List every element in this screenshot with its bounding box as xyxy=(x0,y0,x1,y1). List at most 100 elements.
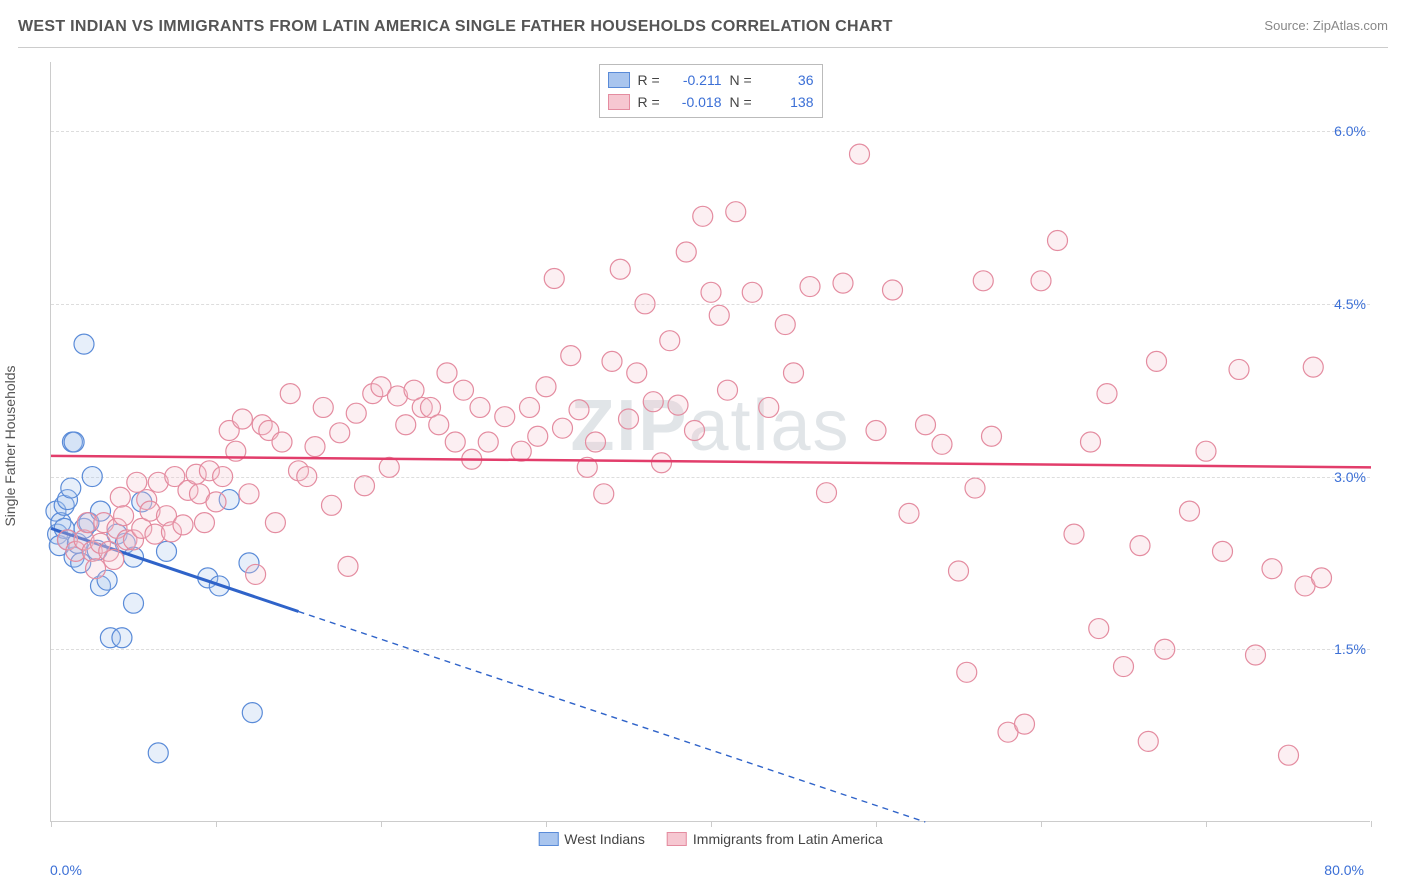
legend-r-value: -0.018 xyxy=(672,94,722,110)
legend-r-value: -0.211 xyxy=(672,72,722,88)
source-link[interactable]: ZipAtlas.com xyxy=(1313,18,1388,33)
scatter-point xyxy=(1312,568,1332,588)
scatter-point xyxy=(660,331,680,351)
scatter-point xyxy=(86,559,106,579)
scatter-point xyxy=(973,271,993,291)
scatter-point xyxy=(74,334,94,354)
scatter-point xyxy=(709,305,729,325)
scatter-point xyxy=(1031,271,1051,291)
x-tick xyxy=(1041,821,1042,827)
scatter-point xyxy=(957,662,977,682)
legend-correlation-row: R = -0.211 N = 36 xyxy=(608,69,814,91)
scatter-point xyxy=(693,206,713,226)
scatter-point xyxy=(561,346,581,366)
scatter-point xyxy=(194,513,214,533)
scatter-point xyxy=(627,363,647,383)
source-prefix: Source: xyxy=(1264,18,1309,33)
scatter-point xyxy=(1303,357,1323,377)
scatter-point xyxy=(437,363,457,383)
scatter-point xyxy=(272,432,292,452)
scatter-point xyxy=(280,384,300,404)
plot-area: ZIPatlas 1.5%3.0%4.5%6.0% R =-0.211N =36… xyxy=(50,62,1370,822)
scatter-point xyxy=(114,506,134,526)
scatter-point xyxy=(520,397,540,417)
scatter-point xyxy=(553,418,573,438)
scatter-point xyxy=(265,513,285,533)
scatter-point xyxy=(1097,384,1117,404)
scatter-point xyxy=(495,407,515,427)
y-axis-title: Single Father Households xyxy=(2,365,18,526)
scatter-point xyxy=(1138,731,1158,751)
scatter-point xyxy=(157,541,177,561)
scatter-point xyxy=(470,397,490,417)
scatter-point xyxy=(454,380,474,400)
scatter-point xyxy=(104,549,124,569)
scatter-point xyxy=(206,492,226,512)
scatter-point xyxy=(784,363,804,383)
legend-series: West Indians Immigrants from Latin Americ… xyxy=(538,831,883,847)
legend-swatch xyxy=(538,832,558,846)
scatter-point xyxy=(297,467,317,487)
scatter-point xyxy=(619,409,639,429)
scatter-point xyxy=(429,415,449,435)
scatter-point xyxy=(800,277,820,297)
legend-r-label: R = xyxy=(638,72,664,88)
scatter-point xyxy=(213,467,233,487)
legend-n-value: 36 xyxy=(764,72,814,88)
source-label: Source: ZipAtlas.com xyxy=(1264,18,1388,33)
scatter-point xyxy=(685,420,705,440)
legend-item: Immigrants from Latin America xyxy=(667,831,883,847)
scatter-point xyxy=(602,351,622,371)
scatter-point xyxy=(528,426,548,446)
x-tick-label-min: 0.0% xyxy=(50,862,82,878)
scatter-point xyxy=(322,495,342,515)
scatter-point xyxy=(330,423,350,443)
scatter-point xyxy=(346,403,366,423)
legend-item: West Indians xyxy=(538,831,645,847)
scatter-point xyxy=(544,268,564,288)
scatter-point xyxy=(445,432,465,452)
scatter-point xyxy=(726,202,746,222)
scatter-point xyxy=(396,415,416,435)
scatter-point xyxy=(1064,524,1084,544)
scatter-point xyxy=(775,315,795,335)
scatter-point xyxy=(718,380,738,400)
x-tick-label-max: 80.0% xyxy=(1324,862,1364,878)
scatter-point xyxy=(676,242,696,262)
x-tick xyxy=(381,821,382,827)
scatter-point xyxy=(1155,639,1175,659)
x-tick xyxy=(216,821,217,827)
scatter-point xyxy=(1279,745,1299,765)
legend-swatch xyxy=(608,94,630,110)
scatter-point xyxy=(313,397,333,417)
scatter-point xyxy=(817,483,837,503)
legend-swatch xyxy=(667,832,687,846)
scatter-point xyxy=(1114,657,1134,677)
x-tick xyxy=(51,821,52,827)
x-tick xyxy=(711,821,712,827)
legend-label: West Indians xyxy=(564,831,645,847)
scatter-point xyxy=(239,484,259,504)
scatter-point xyxy=(1048,230,1068,250)
scatter-point xyxy=(668,395,688,415)
scatter-point xyxy=(536,377,556,397)
scatter-point xyxy=(635,294,655,314)
legend-n-label: N = xyxy=(730,72,756,88)
legend-correlation-row: R =-0.018N =138 xyxy=(608,91,814,113)
scatter-point xyxy=(1180,501,1200,521)
scatter-point xyxy=(759,397,779,417)
scatter-point xyxy=(701,282,721,302)
trend-line xyxy=(51,456,1371,468)
scatter-point xyxy=(833,273,853,293)
scatter-point xyxy=(232,409,252,429)
scatter-point xyxy=(124,593,144,613)
chart-title: WEST INDIAN VS IMMIGRANTS FROM LATIN AME… xyxy=(18,18,893,36)
scatter-point xyxy=(64,432,84,452)
scatter-point xyxy=(916,415,936,435)
legend-swatch xyxy=(608,72,630,88)
scatter-point xyxy=(569,400,589,420)
scatter-point xyxy=(1213,541,1233,561)
legend-n-label: N = xyxy=(730,94,756,110)
scatter-point xyxy=(982,426,1002,446)
scatter-point xyxy=(1196,441,1216,461)
